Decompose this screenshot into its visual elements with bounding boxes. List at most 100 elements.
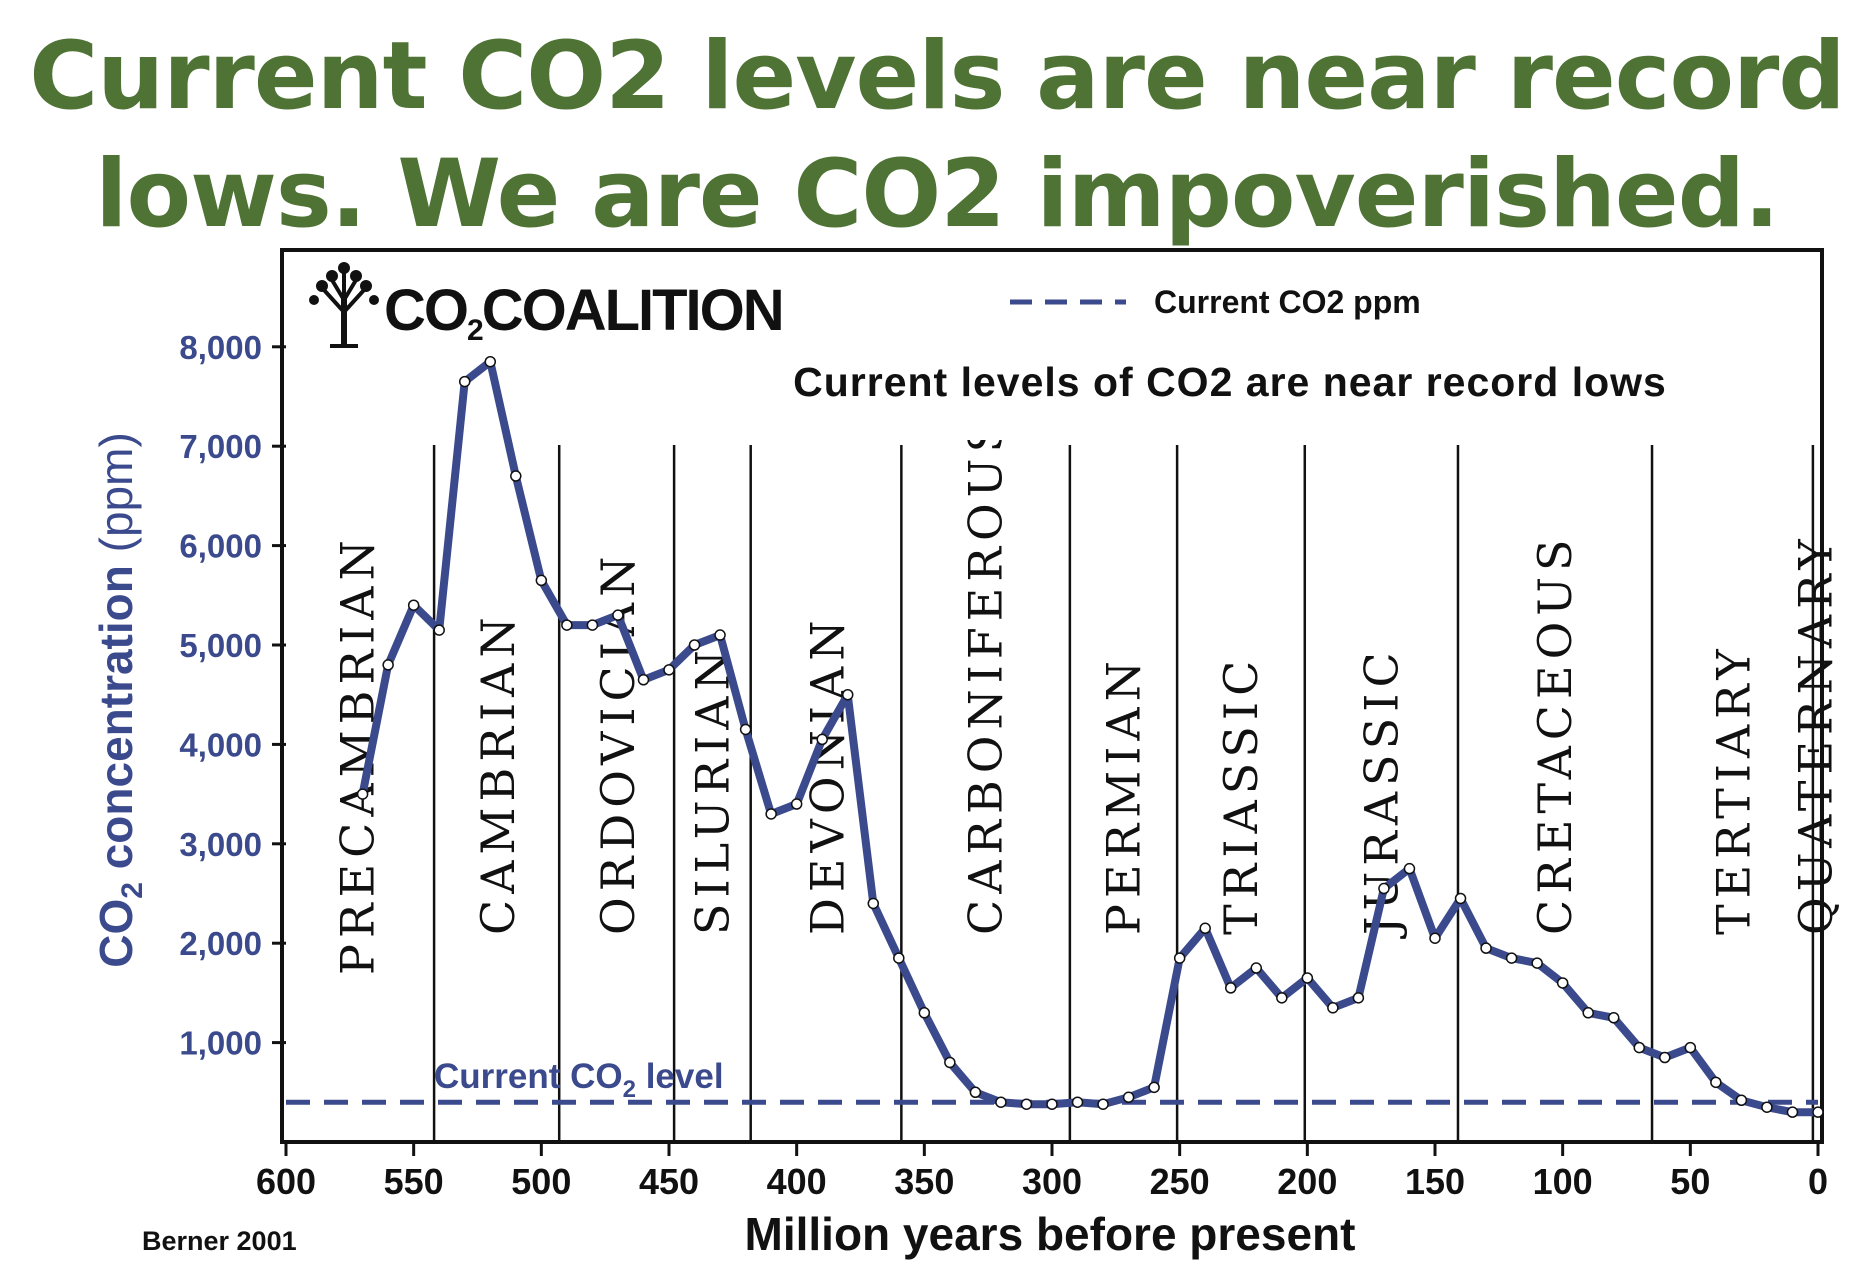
data-point bbox=[484, 355, 497, 368]
y-axis-label: CO2 concentration (ppm) bbox=[90, 432, 149, 968]
data-point bbox=[918, 1007, 931, 1019]
period-label: CARBONIFEROUS bbox=[959, 415, 1013, 935]
x-tick-label: 300 bbox=[1022, 1161, 1082, 1202]
data-point bbox=[1607, 1012, 1620, 1024]
data-point bbox=[1224, 982, 1237, 994]
data-point bbox=[739, 723, 752, 736]
period-label: CRETACEOUS bbox=[1528, 533, 1582, 935]
period-label: CAMBRIAN bbox=[471, 611, 525, 935]
data-point bbox=[382, 659, 394, 671]
data-point bbox=[1505, 952, 1518, 964]
co2-series-points bbox=[356, 355, 1824, 1118]
data-point bbox=[688, 639, 701, 651]
data-point bbox=[1684, 1041, 1697, 1054]
data-point bbox=[663, 664, 675, 676]
data-point bbox=[714, 629, 726, 641]
data-point bbox=[1659, 1051, 1671, 1064]
period-label: PERMIAN bbox=[1096, 655, 1150, 935]
y-tick-label: 6,000 bbox=[179, 528, 262, 565]
data-point bbox=[1046, 1098, 1058, 1110]
data-point bbox=[790, 798, 803, 810]
x-tick-label: 600 bbox=[256, 1161, 316, 1202]
period-label: PRECAMBRIAN bbox=[330, 534, 384, 975]
co2-series-line bbox=[358, 357, 1822, 1117]
data-point bbox=[1352, 992, 1365, 1004]
data-point bbox=[1710, 1076, 1722, 1089]
x-tick-label: 500 bbox=[511, 1161, 571, 1202]
data-point bbox=[1454, 892, 1467, 905]
source-credit: Berner 2001 bbox=[142, 1226, 297, 1256]
legend: Current CO2 ppm bbox=[1010, 284, 1421, 320]
data-point bbox=[1403, 862, 1416, 875]
brand-logo: CO2COALITION bbox=[286, 254, 785, 348]
data-point bbox=[1429, 932, 1441, 944]
headline-line-2: lows. We are CO2 impoverished. bbox=[95, 140, 1779, 249]
y-tick-label: 4,000 bbox=[179, 726, 262, 763]
data-point bbox=[407, 599, 420, 611]
data-point bbox=[637, 674, 650, 686]
data-point bbox=[458, 375, 471, 388]
y-tick-label: 5,000 bbox=[179, 627, 262, 664]
tree-icon bbox=[309, 262, 379, 348]
data-point bbox=[841, 688, 854, 701]
page-headline: Current CO2 levels are near record lows.… bbox=[0, 18, 1874, 254]
data-point bbox=[1480, 942, 1492, 954]
y-tick-label: 1,000 bbox=[179, 1025, 262, 1062]
data-point bbox=[1250, 962, 1263, 974]
x-tick-label: 350 bbox=[894, 1161, 954, 1202]
data-point bbox=[1378, 882, 1390, 895]
data-point bbox=[944, 1056, 956, 1069]
data-point bbox=[893, 952, 905, 964]
data-point bbox=[1633, 1041, 1646, 1054]
data-point bbox=[1531, 957, 1543, 969]
data-point bbox=[1556, 977, 1569, 989]
x-tick-label: 150 bbox=[1405, 1161, 1465, 1202]
data-point bbox=[612, 609, 624, 621]
data-point bbox=[1582, 1007, 1594, 1019]
data-point bbox=[1097, 1098, 1109, 1110]
data-point bbox=[535, 574, 548, 587]
data-point bbox=[1327, 1002, 1339, 1014]
chart-subtitle: Current levels of CO2 are near record lo… bbox=[793, 359, 1667, 405]
x-axis-ticks: 600 550 500 450 400 350 300 250 200 150 100 50 0 bbox=[256, 1142, 1828, 1202]
period-boundaries bbox=[432, 445, 1815, 1142]
x-tick-label: 450 bbox=[639, 1161, 699, 1202]
period-label: ORDOVICIAN bbox=[591, 551, 645, 935]
period-label: TERTIARY bbox=[1707, 643, 1761, 935]
data-point bbox=[765, 808, 777, 820]
data-point bbox=[816, 733, 828, 746]
y-tick-label: 3,000 bbox=[179, 826, 262, 863]
subtitle-backdrop bbox=[652, 348, 1818, 440]
data-point bbox=[995, 1096, 1007, 1108]
data-point bbox=[1122, 1091, 1135, 1104]
x-tick-label: 400 bbox=[767, 1161, 827, 1202]
x-tick-label: 100 bbox=[1533, 1161, 1593, 1202]
period-label: QUATERNARY bbox=[1788, 533, 1842, 935]
x-tick-label: 250 bbox=[1150, 1161, 1210, 1202]
period-label: SILURIAN bbox=[685, 644, 739, 935]
data-point bbox=[1276, 992, 1288, 1004]
data-point bbox=[1199, 922, 1211, 935]
period-labels: PRECAMBRIAN CAMBRIAN ORDOVICIAN SILURIAN DEV… bbox=[330, 415, 1842, 975]
data-point bbox=[561, 619, 573, 631]
y-axis-ticks: 1,000 2,000 3,000 4,000 5,000 6,000 7,000 8,000 bbox=[179, 329, 286, 1062]
headline-line-1: Current CO2 levels are near record bbox=[29, 22, 1845, 131]
chart-subtitle-box: Current levels of CO2 are near record lo… bbox=[652, 348, 1818, 440]
y-tick-label: 7,000 bbox=[179, 428, 262, 465]
y-tick-label: 8,000 bbox=[179, 329, 262, 366]
data-point bbox=[433, 624, 445, 636]
data-point bbox=[1071, 1096, 1084, 1108]
data-point bbox=[1786, 1106, 1799, 1118]
x-tick-label: 200 bbox=[1277, 1161, 1337, 1202]
x-tick-label: 550 bbox=[384, 1161, 444, 1202]
data-point bbox=[1812, 1106, 1824, 1118]
brand-name: CO2COALITION bbox=[384, 278, 783, 347]
data-point bbox=[356, 788, 369, 800]
x-tick-label: 50 bbox=[1670, 1161, 1710, 1202]
period-label: TRIASSIC bbox=[1214, 655, 1268, 935]
data-point bbox=[1301, 972, 1314, 984]
data-point bbox=[1148, 1081, 1160, 1094]
data-point bbox=[510, 470, 522, 482]
y-tick-label: 2,000 bbox=[179, 925, 262, 962]
